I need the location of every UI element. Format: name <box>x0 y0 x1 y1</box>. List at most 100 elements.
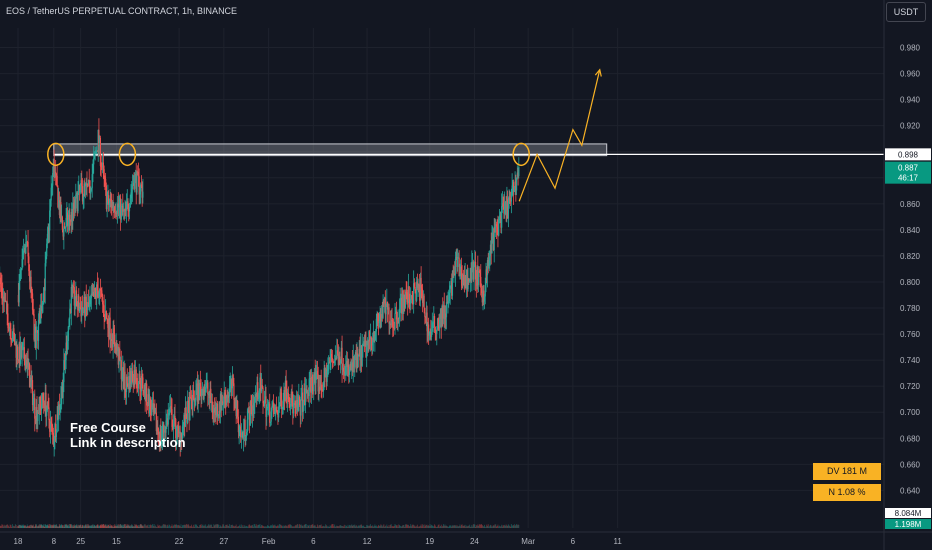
volume-bar <box>354 524 356 528</box>
note-line-2: Link in description <box>70 435 186 450</box>
volume-bar <box>131 524 133 528</box>
time-axis[interactable]: 182520248152227Feb6121924Mar611 <box>0 531 932 546</box>
currency-button[interactable]: USDT <box>886 2 926 22</box>
volume-bar <box>269 525 271 528</box>
volume-bar <box>355 525 357 528</box>
candle-body <box>46 410 48 416</box>
volume-bar <box>300 524 302 528</box>
volume-bar <box>126 525 128 528</box>
volume-bar <box>178 525 180 528</box>
candle-body <box>380 314 383 322</box>
touch-highlight-circle[interactable] <box>512 142 530 167</box>
candle-body <box>134 173 137 175</box>
volume-tag-1 <box>885 508 931 518</box>
candle-body <box>41 303 43 311</box>
candle-body <box>144 385 146 400</box>
volume-bar <box>99 525 101 528</box>
candle-body <box>66 212 68 218</box>
volume-bar <box>250 525 252 528</box>
volume-bar <box>359 525 361 528</box>
volume-bar <box>443 525 445 528</box>
volume-bar <box>399 525 401 528</box>
candle-body <box>433 315 435 323</box>
candle-body <box>281 399 283 410</box>
volume-bar <box>48 524 50 528</box>
volume-bar <box>195 524 197 528</box>
volume-bar <box>42 524 44 528</box>
candle-body <box>396 319 398 325</box>
volume-bar <box>505 524 507 528</box>
candle-body <box>295 399 298 408</box>
volume-bar <box>56 525 58 528</box>
candle-body <box>22 349 24 351</box>
volume-bar <box>301 525 303 528</box>
candle-body <box>275 406 278 412</box>
candle-body <box>106 318 108 320</box>
candle-body <box>278 405 281 407</box>
volume-bar <box>392 526 394 528</box>
volume-bar <box>321 526 323 528</box>
volume-bar <box>78 524 80 528</box>
price-axis[interactable]: 0.9800.9600.9400.9200.9000.8800.8600.840… <box>883 0 931 550</box>
volume-bar <box>417 526 419 528</box>
candle-body <box>66 342 68 351</box>
candle-body <box>486 260 489 276</box>
candle-body <box>136 171 138 193</box>
touch-highlight-circle[interactable] <box>118 142 137 167</box>
volume-bar <box>166 526 168 528</box>
candle-body <box>273 409 275 414</box>
volume-bar <box>4 526 6 528</box>
volume-bar <box>509 525 511 528</box>
volume-bar <box>307 524 309 528</box>
candle-body <box>122 367 124 378</box>
candle-body <box>129 198 131 208</box>
volume-bar <box>388 524 390 528</box>
volume-bar <box>504 525 506 528</box>
volume-bar <box>469 526 471 528</box>
candle-body <box>94 287 96 292</box>
candle-body <box>20 345 22 364</box>
volume-bar <box>375 525 377 528</box>
candle-body <box>434 326 436 332</box>
volume-bar <box>97 526 99 528</box>
volume-bar <box>302 525 304 528</box>
volume-bar <box>416 526 418 528</box>
volume-bar <box>287 526 289 528</box>
volume-bar <box>342 526 344 528</box>
candle-body <box>86 305 88 310</box>
volume-bar <box>139 524 141 528</box>
candle-body <box>348 364 350 375</box>
candle-body <box>509 197 511 201</box>
volume-bar <box>372 526 374 528</box>
candle-body <box>80 308 82 317</box>
candle-body <box>75 192 78 195</box>
volume-bar <box>96 525 98 528</box>
volume-bar <box>419 526 421 528</box>
candle-body <box>81 307 83 317</box>
candle-body <box>311 376 313 387</box>
projection-path[interactable] <box>518 69 601 202</box>
volume-bar <box>352 525 354 528</box>
touch-highlight-circle[interactable] <box>47 142 65 167</box>
candle-body <box>48 227 50 231</box>
candle-body <box>423 295 425 309</box>
candle-body <box>181 426 184 439</box>
volume-bar <box>2 524 4 528</box>
y-tick-label: 0.720 <box>900 382 921 391</box>
volume-bar <box>181 526 183 528</box>
candle-body <box>475 279 477 286</box>
candle-body <box>403 294 405 313</box>
volume-bar <box>516 525 518 528</box>
volume-bar <box>478 525 480 528</box>
candle-body <box>123 371 125 389</box>
volume-bar <box>325 524 327 528</box>
candle-body <box>54 171 56 178</box>
volume-bar <box>490 525 492 528</box>
candle-body <box>448 301 450 303</box>
candle-body <box>207 394 210 396</box>
volume-bar <box>466 526 468 528</box>
volume-bar <box>387 526 389 528</box>
volume-bar <box>331 524 333 528</box>
candle-body <box>45 392 47 416</box>
